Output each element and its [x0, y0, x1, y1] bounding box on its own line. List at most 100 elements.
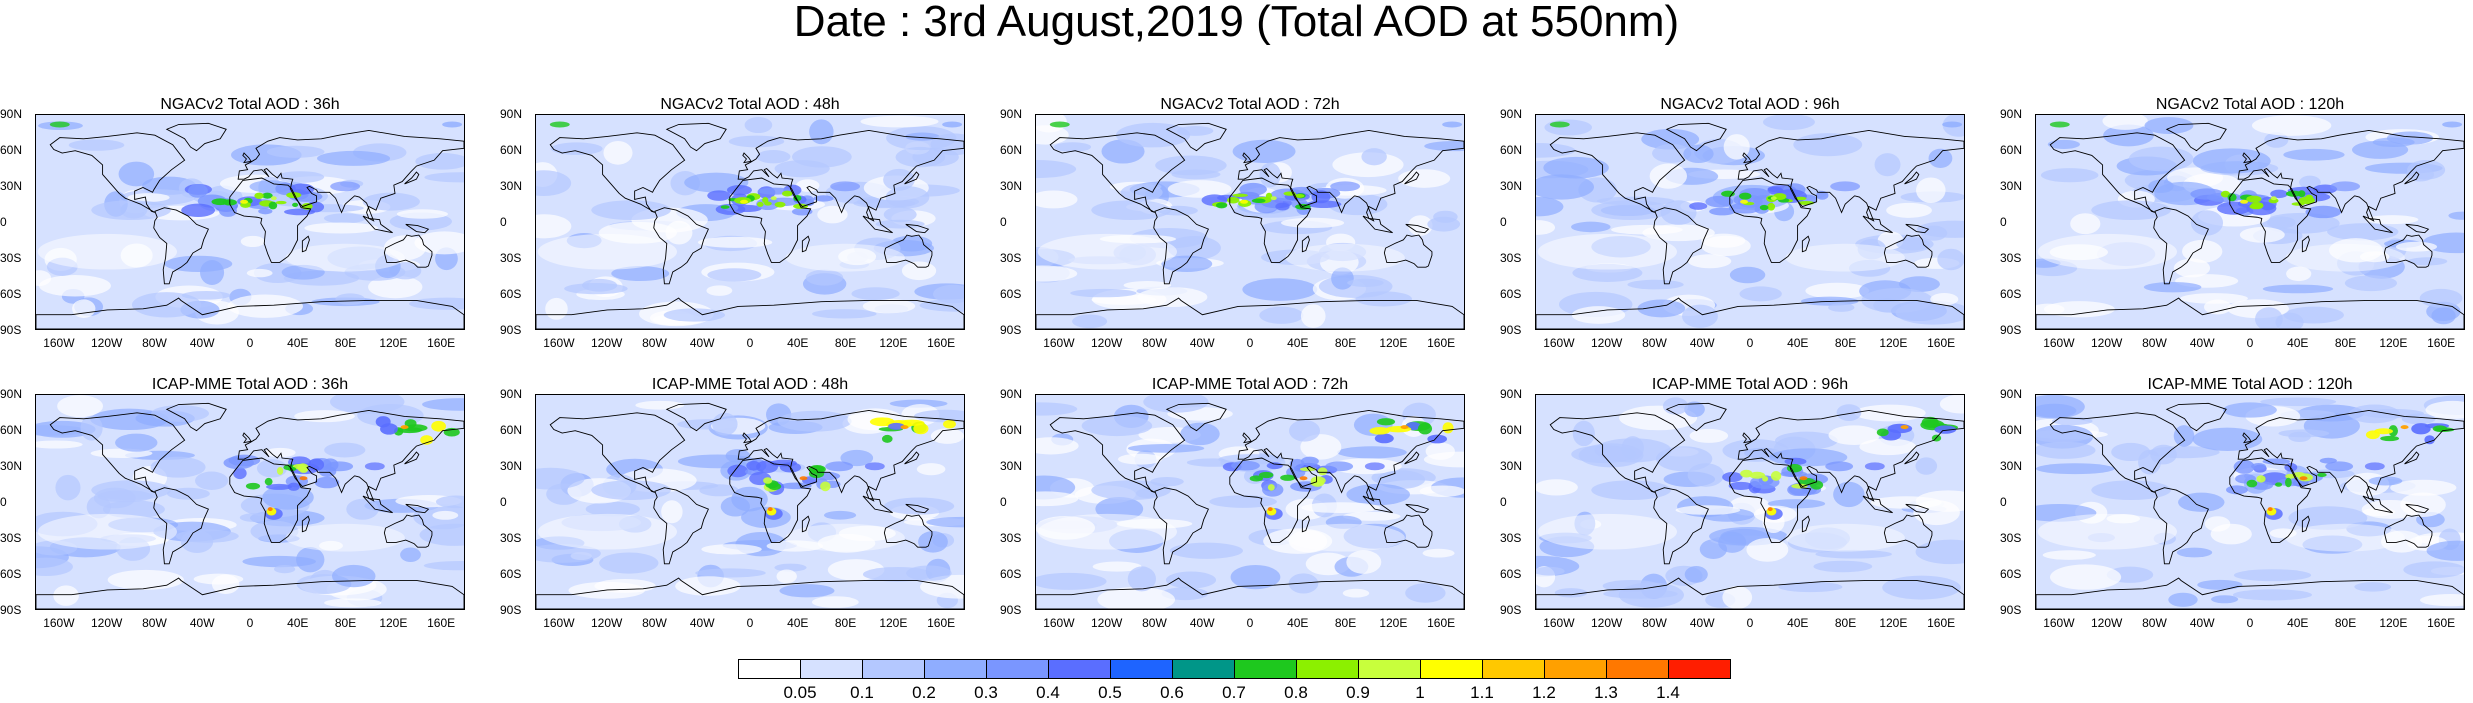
aod-field-blob [677, 454, 758, 469]
aod-field-blob [102, 500, 165, 519]
aod-field-blob [838, 248, 877, 266]
lon-tick-label: 80W [1642, 336, 1667, 350]
lon-tick-label: 80W [142, 616, 167, 630]
aod-field-blob [2266, 216, 2296, 229]
aod-field-blob [1896, 237, 1930, 251]
aod-field-blob [2255, 307, 2283, 329]
coastline [2165, 122, 2227, 152]
lon-tick-label: 80W [1142, 616, 1167, 630]
aod-field-blob [1537, 513, 1678, 550]
lat-tick-label: 30S [1500, 531, 1522, 545]
map-panel: NGACv2 Total AOD : 120h 90N 60N 30N 0 30S 60S 9… [2000, 96, 2473, 358]
aod-field-blob [211, 574, 240, 595]
lat-tick-label: 60N [500, 143, 523, 157]
aod-field-blob [1036, 572, 1107, 590]
lat-tick-label: 90N [500, 387, 523, 401]
lat-tick-label: 30N [0, 179, 23, 193]
aod-field-blob [1740, 199, 1749, 204]
aod-field-blob [2299, 476, 2308, 481]
aod-field-blob [91, 480, 171, 501]
coastline [362, 215, 393, 234]
colorbar-label: 0.8 [1284, 683, 1308, 702]
aod-field-blob [2299, 175, 2321, 190]
lon-tick-label: 120W [90, 336, 123, 350]
coastline [362, 495, 393, 514]
coastline [2237, 130, 2464, 222]
aod-field-blob [1543, 156, 1609, 179]
aod-field-blob [1342, 588, 1370, 598]
aod-field-blob [1864, 462, 1885, 471]
aod-field-blob [1293, 193, 1305, 198]
aod-field-blob [536, 214, 572, 239]
coastline [883, 514, 933, 548]
aod-field-blob [675, 576, 741, 596]
coastline [1229, 177, 1312, 263]
aod-field-blob [1231, 460, 1260, 471]
aod-field-blob [820, 481, 831, 492]
coastline [229, 177, 312, 263]
coastline [862, 495, 893, 514]
aod-map [1035, 114, 1465, 330]
aod-field-blob [1036, 437, 1079, 455]
aod-field-blob [435, 495, 464, 509]
aod-field-blob [380, 423, 398, 435]
aod-field-blob [823, 510, 857, 520]
aod-field-blob [330, 181, 361, 192]
aod-field-blob [536, 543, 601, 563]
aod-field-blob [1442, 121, 1463, 128]
aod-field-blob [297, 463, 309, 473]
aod-field-blob [319, 540, 343, 551]
aod-field-blob [860, 115, 939, 128]
lat-tick-label: 60S [1000, 287, 1022, 301]
coastline [536, 297, 964, 329]
aod-field-blob [1701, 233, 1746, 248]
aod-field-blob [1684, 566, 1708, 583]
aod-field-blob [239, 513, 270, 523]
aod-field-blob [813, 195, 834, 202]
aod-field-blob [2037, 513, 2178, 550]
colorbar-label: 1.4 [1656, 683, 1680, 702]
aod-field-blob [1637, 299, 1686, 318]
aod-field-blob [791, 207, 813, 216]
aod-field-blob [1053, 142, 1092, 152]
aod-field-blob [431, 420, 447, 432]
aod-field-blob [1660, 200, 1697, 225]
lon-tick-label: 160W [2043, 616, 2075, 630]
lon-tick-label: 120W [2090, 336, 2123, 350]
lon-tick-label: 40E [2287, 336, 2309, 350]
aod-field-blob [2070, 213, 2101, 235]
aod-field-blob [150, 456, 206, 478]
aod-field-blob [314, 476, 340, 489]
aod-field-blob [1301, 502, 1381, 514]
aod-field-blob [1127, 443, 1205, 453]
lon-tick-label: 40E [1787, 616, 1809, 630]
lat-tick-label: 30N [1000, 179, 1023, 193]
aod-field-blob [1267, 507, 1273, 512]
aod-field-blob [799, 476, 808, 481]
aod-field-blob [2267, 507, 2273, 512]
lon-tick-label: 40E [787, 336, 809, 350]
aod-field-blob [1739, 192, 1752, 200]
coastline [1301, 515, 1310, 533]
coastline [1404, 171, 1420, 185]
aod-field-blob [442, 121, 463, 128]
coastline [301, 515, 310, 533]
coastline [1801, 235, 1810, 253]
aod-field-blob [294, 410, 355, 423]
aod-field-blob [2103, 124, 2154, 147]
coastline [1383, 514, 1433, 548]
aod-field-blob [918, 531, 948, 553]
coastline [1737, 130, 1964, 222]
coastline [801, 515, 810, 533]
aod-field-blob [2298, 190, 2306, 198]
lon-tick-label: 0 [1246, 616, 1254, 630]
coastline [404, 451, 420, 465]
lon-tick-label: 0 [746, 616, 754, 630]
aod-field-blob [164, 255, 233, 272]
aod-map [35, 114, 465, 330]
coastline [49, 132, 186, 213]
aod-field-blob [1898, 276, 1940, 293]
lon-tick-label: 120W [1090, 616, 1123, 630]
aod-field-blob [2222, 402, 2277, 418]
aod-field-blob [2327, 223, 2399, 241]
